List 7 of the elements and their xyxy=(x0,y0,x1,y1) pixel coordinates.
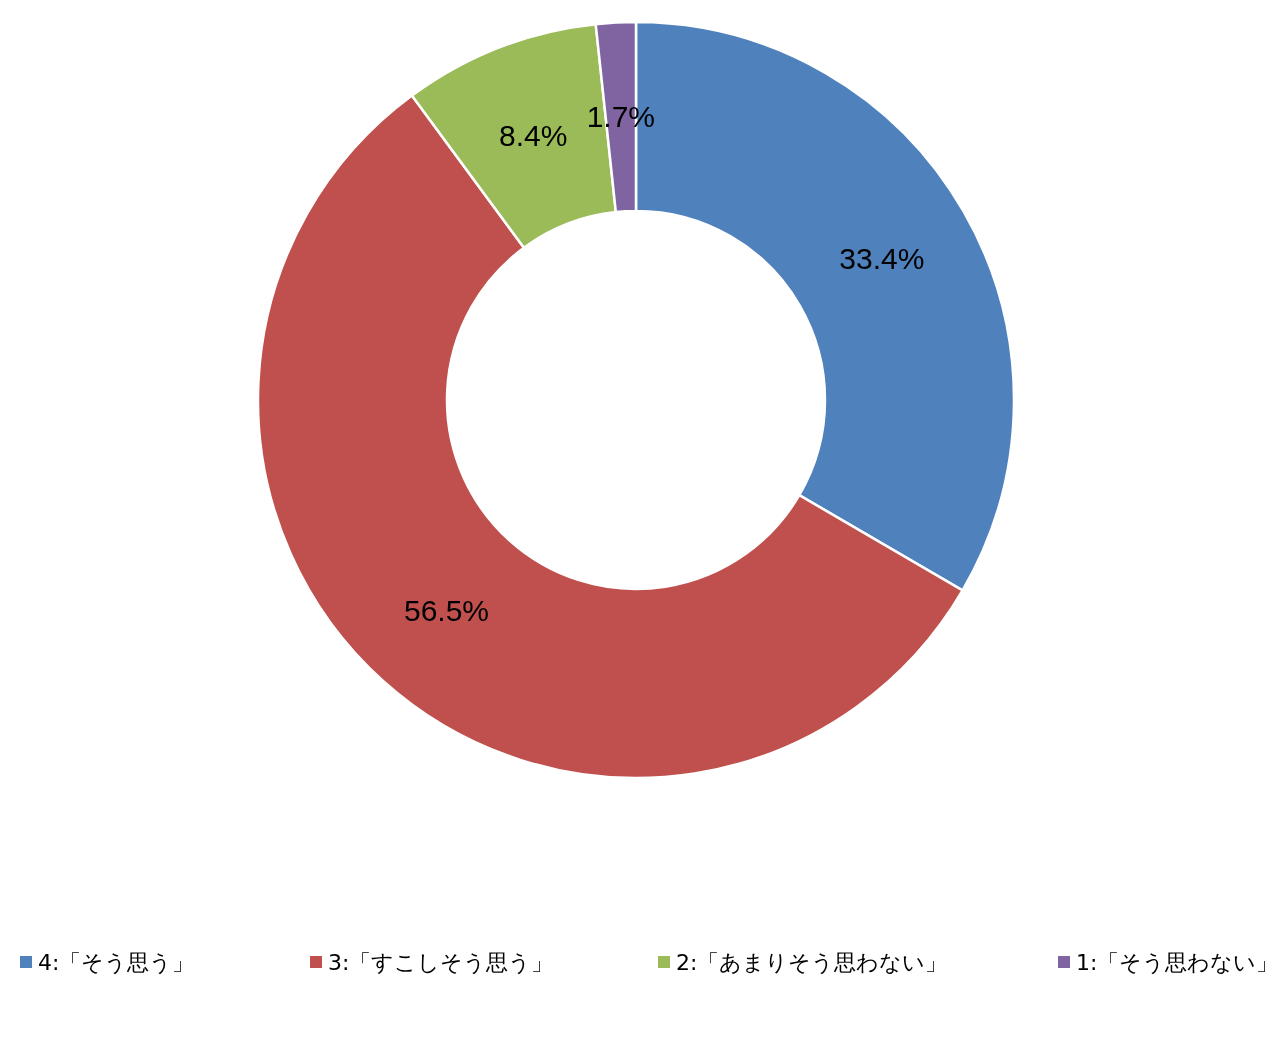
data-label: 33.4% xyxy=(839,242,925,276)
legend-label: 3:「すこしそう思う」 xyxy=(328,949,554,975)
legend-label: 2:「あまりそう思わない」 xyxy=(676,949,948,975)
data-label: 56.5% xyxy=(403,594,490,628)
data-label: 8.4% xyxy=(499,119,568,153)
legend-label: 4:「そう思う」 xyxy=(38,949,195,975)
legend-label: 1:「そう思わない」 xyxy=(1076,949,1268,975)
